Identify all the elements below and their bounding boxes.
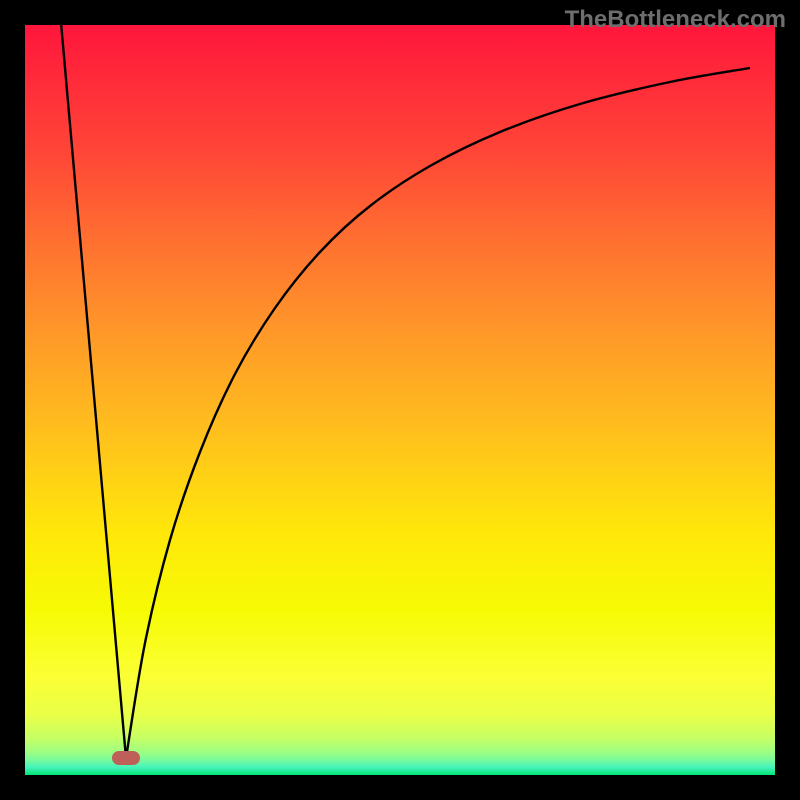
bottleneck-curve xyxy=(25,25,775,775)
curve-left-branch xyxy=(59,0,126,758)
plot-area xyxy=(25,25,775,775)
chart-container: TheBottleneck.com xyxy=(0,0,800,800)
watermark-label: TheBottleneck.com xyxy=(565,6,786,34)
optimal-point-marker xyxy=(112,751,140,765)
curve-right-branch xyxy=(126,68,750,758)
watermark-text: TheBottleneck.com xyxy=(565,6,786,33)
